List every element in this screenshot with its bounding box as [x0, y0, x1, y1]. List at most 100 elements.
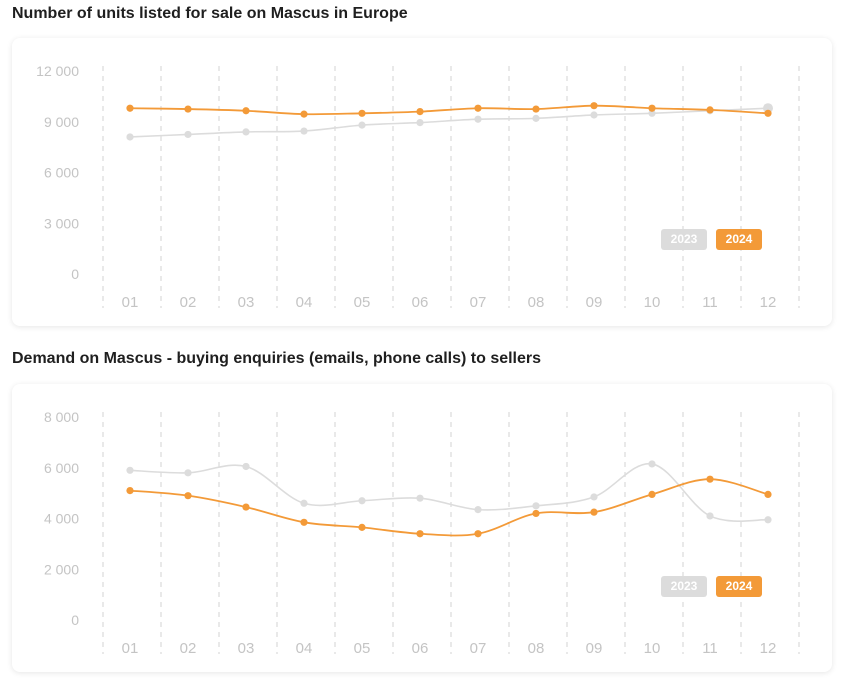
data-point-2023 [532, 114, 540, 122]
series-line-2023 [129, 463, 769, 522]
data-point-2023 [706, 512, 714, 520]
y-tick-label: 0 [71, 266, 79, 282]
x-tick-label: 08 [528, 640, 545, 657]
chart-2-title: Demand on Mascus - buying enquiries (ema… [12, 350, 542, 367]
series-line-2024 [129, 104, 769, 116]
x-tick-label: 12 [760, 294, 777, 311]
data-point-2023 [126, 466, 134, 474]
data-point-2023 [474, 115, 482, 123]
x-axis: 01 02 03 04 05 06 07 08 09 10 11 12 [122, 640, 777, 657]
data-point-2024 [242, 107, 250, 115]
x-tick-label: 07 [470, 640, 487, 657]
x-tick-label: 01 [122, 640, 139, 657]
x-tick-label: 06 [412, 640, 429, 657]
data-point-2024 [474, 104, 482, 112]
data-point-2023 [358, 121, 366, 129]
y-axis: 0 2 000 4 000 6 000 8 000 [44, 409, 79, 628]
data-point-2024 [126, 104, 134, 112]
series-2024 [126, 475, 772, 538]
data-point-2023 [300, 499, 308, 507]
series-2024 [126, 102, 772, 118]
chart-1-title: Number of units listed for sale on Mascu… [12, 5, 408, 22]
chart-1-plot: 0 3 000 6 000 9 000 12 000 01 02 03 04 05 06 07 08 09… [36, 63, 800, 311]
data-point-2023 [764, 516, 772, 524]
x-tick-label: 09 [586, 640, 603, 657]
x-tick-label: 04 [296, 294, 313, 311]
y-tick-label: 12 000 [36, 63, 79, 79]
data-point-2023 [648, 109, 656, 117]
x-tick-label: 07 [470, 294, 487, 311]
data-point-2023 [416, 494, 424, 502]
x-tick-label: 06 [412, 294, 429, 311]
data-point-2023 [242, 462, 250, 471]
data-point-2023 [184, 130, 192, 139]
data-point-2024 [184, 492, 192, 500]
data-point-2023 [242, 128, 250, 136]
data-point-2024 [126, 486, 134, 495]
data-point-2024 [648, 104, 656, 112]
series-line-2023 [129, 107, 769, 138]
y-tick-label: 3 000 [44, 215, 79, 231]
x-tick-label: 11 [702, 640, 718, 657]
y-tick-label: 6 000 [44, 460, 79, 476]
data-point-2024 [764, 109, 772, 117]
data-point-2024 [532, 105, 540, 113]
data-point-2024 [706, 106, 714, 114]
x-tick-label: 03 [238, 640, 255, 657]
data-point-2023 [532, 502, 540, 510]
x-tick-label: 04 [296, 640, 313, 657]
data-point-2024 [416, 108, 424, 116]
data-point-2024 [764, 490, 772, 498]
data-point-2023 [590, 493, 598, 501]
data-point-2024 [358, 523, 366, 531]
grid-lines [102, 66, 800, 308]
chart-2-legend: 2023 2024 [661, 576, 762, 597]
data-point-2024 [474, 530, 482, 538]
data-point-2023 [416, 118, 424, 127]
chart-1-legend: 2023 2024 [661, 229, 762, 250]
data-point-2023 [126, 133, 134, 141]
x-tick-label: 11 [702, 294, 718, 311]
chart-2-plot: 0 2 000 4 000 6 000 8 000 01 02 03 04 05 06 07 08 09 1… [44, 409, 800, 657]
x-tick-label: 05 [354, 294, 371, 311]
x-tick-label: 02 [180, 640, 197, 657]
x-tick-label: 02 [180, 294, 197, 311]
x-axis: 01 02 03 04 05 06 07 08 09 10 11 12 [122, 294, 777, 311]
legend-2023-badge[interactable]: 2023 [661, 576, 707, 597]
data-point-2023 [184, 469, 192, 477]
data-point-2024 [416, 530, 424, 538]
legend-2023-badge[interactable]: 2023 [661, 229, 707, 250]
data-point-2023 [648, 460, 656, 468]
x-tick-label: 12 [760, 640, 777, 657]
data-point-2024 [532, 509, 540, 518]
data-point-2024 [590, 102, 598, 110]
y-tick-label: 8 000 [44, 409, 79, 425]
series-2023 [126, 460, 772, 524]
y-tick-label: 9 000 [44, 114, 79, 130]
y-tick-label: 0 [71, 612, 79, 628]
x-tick-label: 09 [586, 294, 603, 311]
data-point-2023 [474, 506, 482, 514]
data-point-2024 [184, 105, 192, 113]
y-tick-label: 6 000 [44, 165, 79, 181]
legend-2024-badge[interactable]: 2024 [716, 229, 762, 250]
data-point-2023 [358, 497, 366, 505]
x-tick-label: 10 [644, 640, 661, 657]
series-line-2024 [129, 478, 769, 537]
chart-1-card: 0 3 000 6 000 9 000 12 000 01 02 03 04 05 06 07 08 09… [12, 38, 832, 326]
data-point-2024 [648, 490, 656, 498]
x-tick-label: 03 [238, 294, 255, 311]
data-point-2024 [590, 508, 598, 516]
x-tick-label: 08 [528, 294, 545, 311]
y-tick-label: 2 000 [44, 561, 79, 577]
x-tick-label: 05 [354, 640, 371, 657]
y-axis: 0 3 000 6 000 9 000 12 000 [36, 63, 79, 282]
data-point-2024 [358, 109, 366, 117]
data-point-2024 [300, 518, 308, 526]
data-point-2024 [242, 503, 250, 511]
series-2023 [126, 103, 773, 141]
data-point-2023 [300, 127, 308, 135]
data-point-2024 [300, 110, 308, 118]
data-point-2023 [590, 111, 598, 119]
legend-2024-badge[interactable]: 2024 [716, 576, 762, 597]
